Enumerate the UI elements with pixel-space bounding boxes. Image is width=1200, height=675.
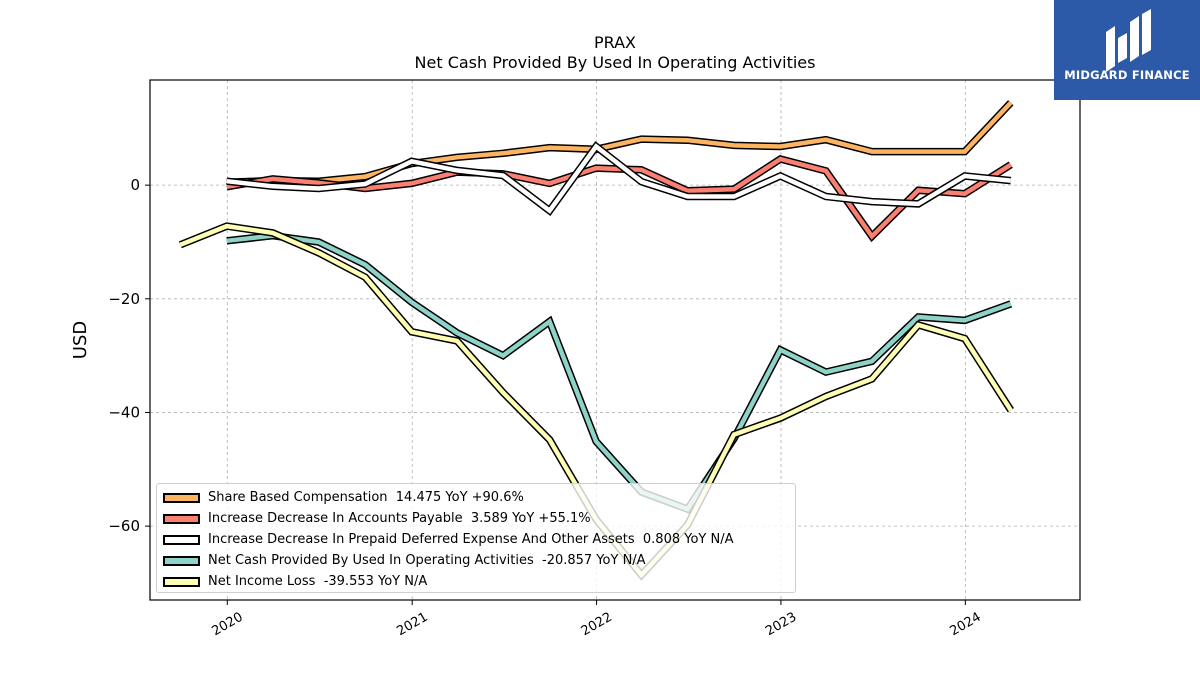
legend-item: Net Income Loss -39.553 YoY N/A: [163, 571, 789, 592]
series-1: [226, 154, 1013, 243]
series-line: [226, 101, 1013, 185]
plot-frame: [149, 79, 1081, 601]
legend-label: Net Cash Provided By Used In Operating A…: [208, 553, 646, 568]
legend-item: Increase Decrease In Accounts Payable 3.…: [163, 508, 789, 529]
legend-swatch: [163, 534, 200, 545]
legend-swatch: [163, 576, 200, 587]
y-tick-label: −20: [108, 290, 140, 308]
legend-swatch: [163, 513, 200, 524]
series-line: [226, 156, 1012, 240]
legend-item: Increase Decrease In Prepaid Deferred Ex…: [163, 529, 789, 550]
x-tick-label: 2022: [579, 610, 615, 640]
legend-label: Increase Decrease In Prepaid Deferred Ex…: [208, 532, 734, 547]
series-line: [226, 143, 1012, 214]
chart-legend: Share Based Compensation 14.475 YoY +90.…: [156, 483, 796, 593]
logo-text: MIDGARD FINANCE: [1064, 68, 1190, 82]
legend-label: Net Income Loss -39.553 YoY N/A: [208, 574, 428, 589]
series-2: [226, 141, 1012, 217]
legend-item: Share Based Compensation 14.475 YoY +90.…: [163, 487, 789, 508]
series-line: [226, 233, 1012, 512]
x-tick-label: 2021: [394, 610, 430, 640]
legend-item: Net Cash Provided By Used In Operating A…: [163, 550, 789, 571]
x-tick-label: 2023: [763, 610, 799, 640]
chart-subtitle: Net Cash Provided By Used In Operating A…: [415, 53, 816, 72]
y-tick-label: 0: [130, 176, 140, 194]
legend-label: Increase Decrease In Accounts Payable 3.…: [208, 511, 591, 526]
legend-swatch: [163, 555, 200, 566]
x-tick-label: 2020: [209, 610, 245, 640]
logo-mark-icon: [1106, 9, 1151, 72]
y-tick-label: −40: [108, 403, 140, 421]
y-axis-label: USD: [70, 321, 91, 359]
series-lines: [178, 100, 1014, 581]
chart-title: PRAX: [594, 33, 636, 52]
series-3: [226, 231, 1013, 514]
legend-swatch: [163, 492, 200, 503]
y-tick-label: −60: [108, 517, 140, 535]
x-tick-label: 2024: [947, 610, 983, 640]
series-0: [226, 100, 1014, 187]
midgard-finance-logo: MIDGARD FINANCE: [1054, 0, 1200, 100]
legend-label: Share Based Compensation 14.475 YoY +90.…: [208, 490, 524, 505]
